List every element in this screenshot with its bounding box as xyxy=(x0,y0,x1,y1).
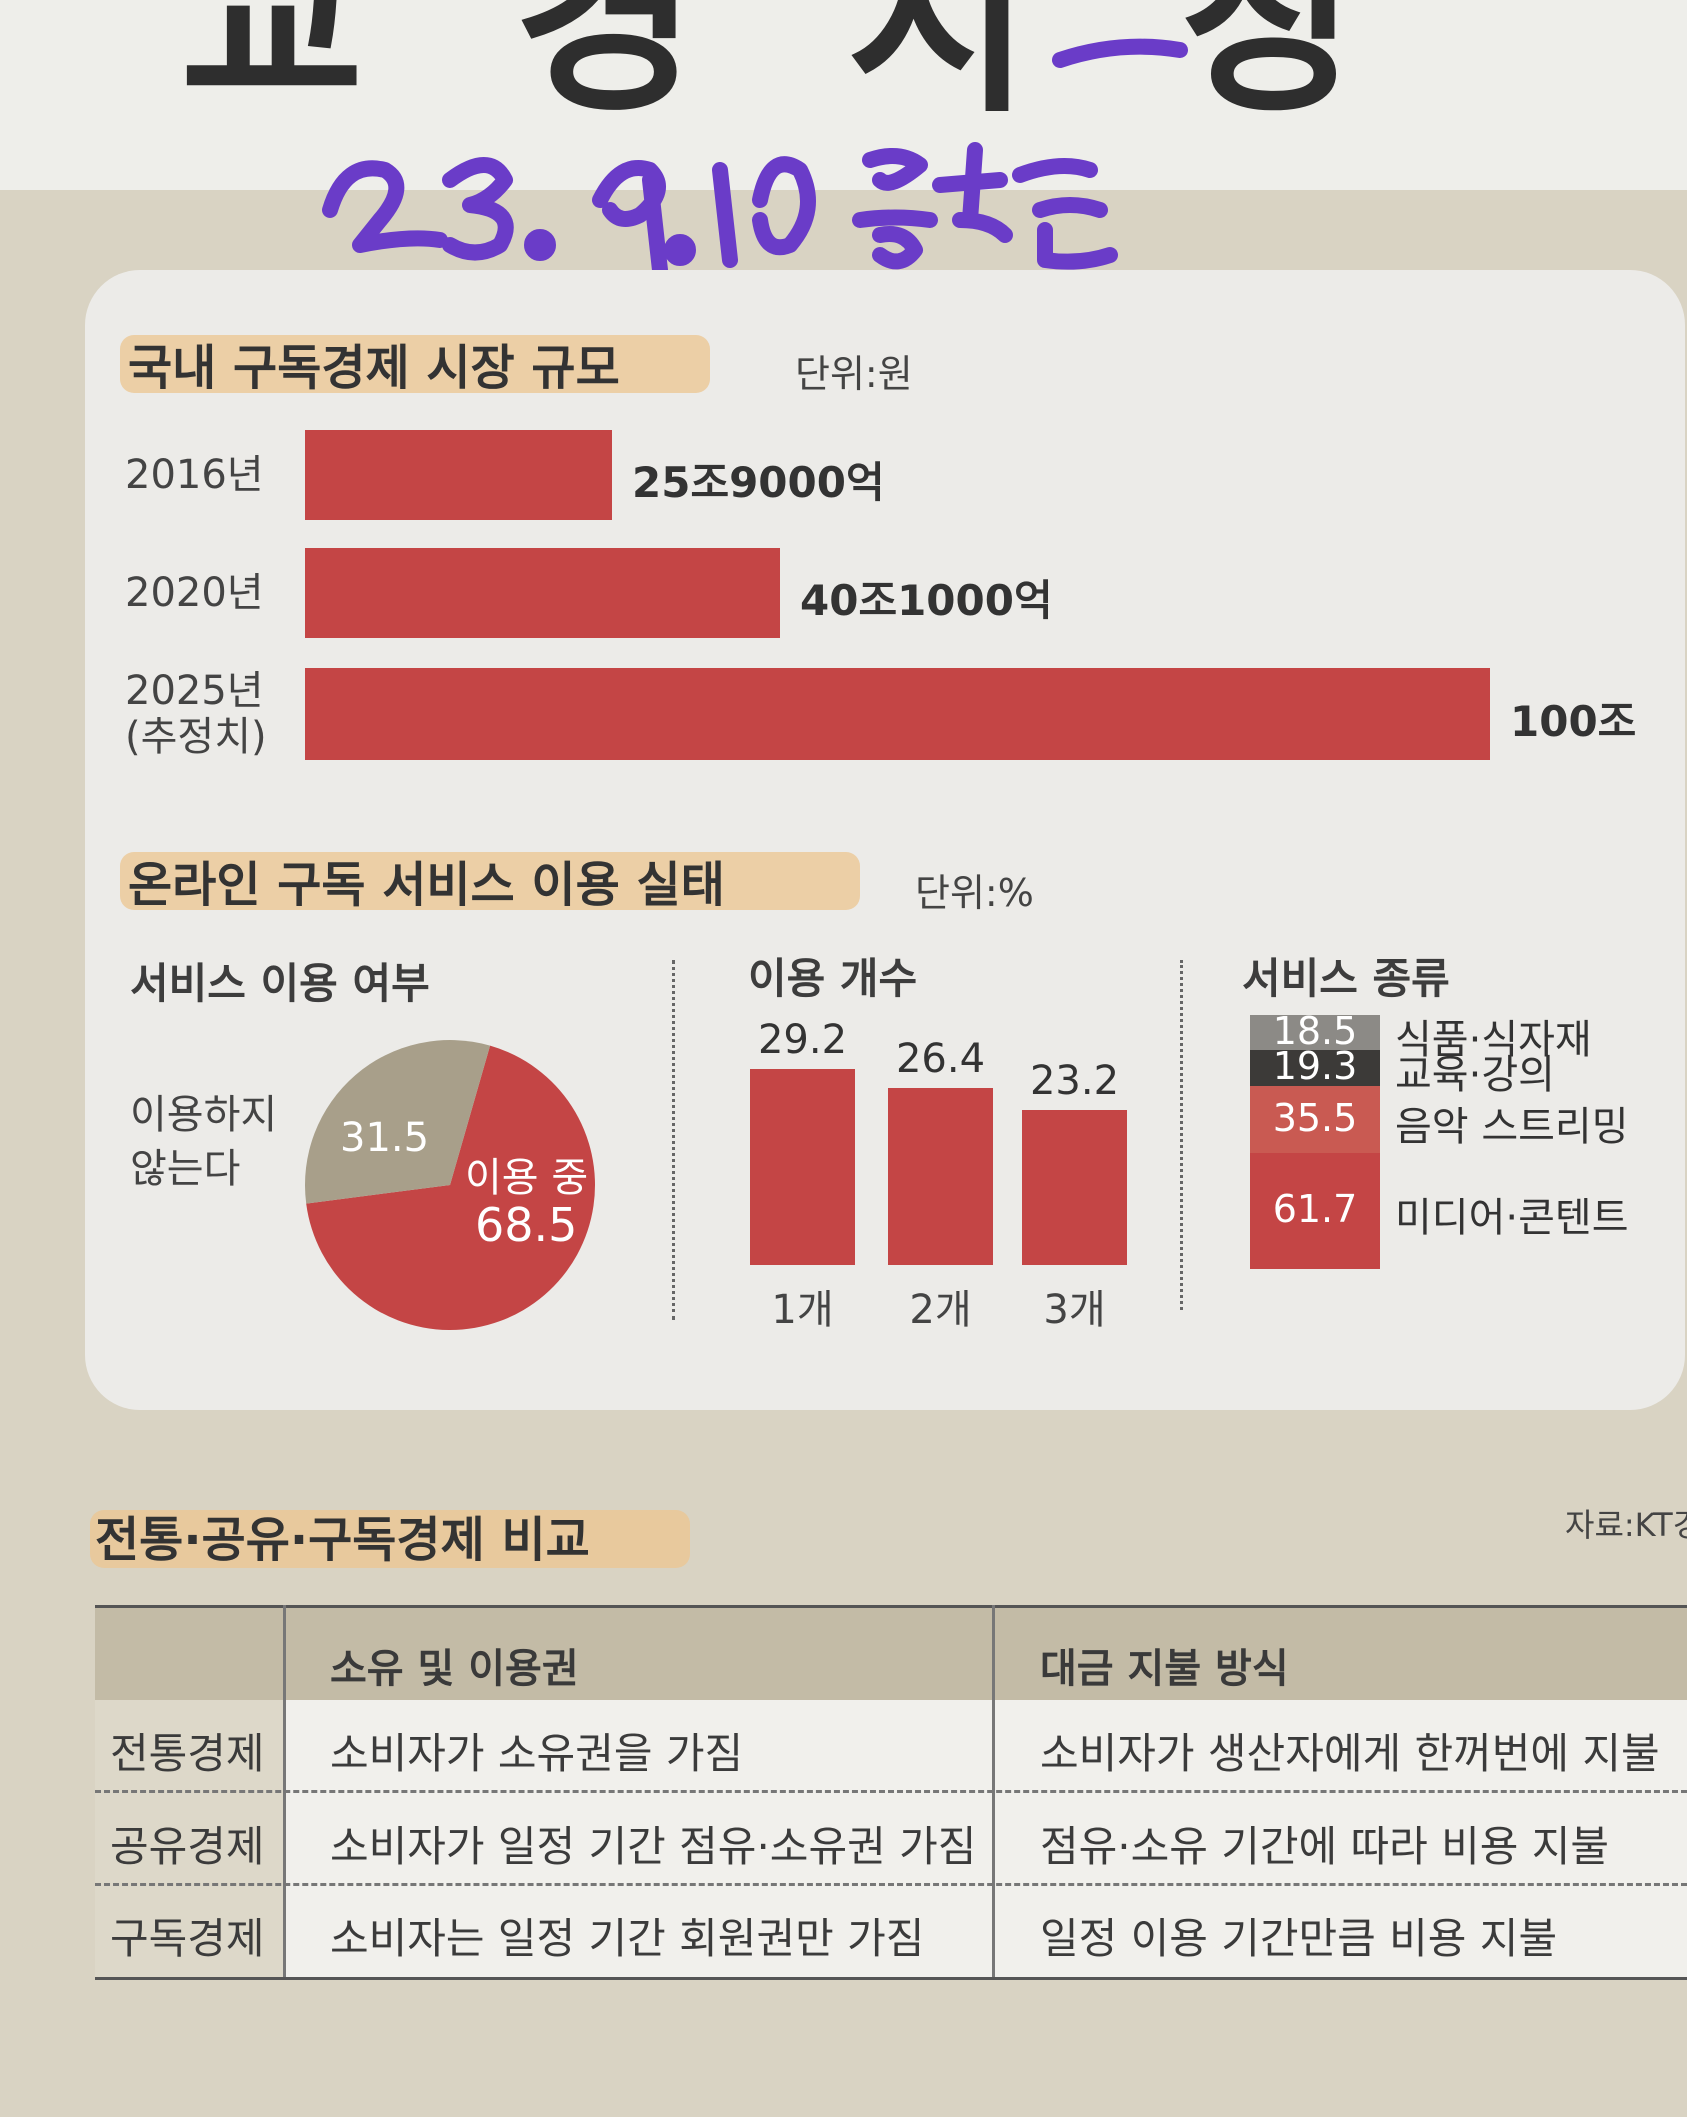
table-header-row: 소유 및 이용권 대금 지불 방식 xyxy=(95,1605,1687,1700)
header-ownership: 소유 및 이용권 xyxy=(330,1646,579,1692)
dotted-divider xyxy=(672,960,675,1320)
pie-slice xyxy=(305,1040,491,1204)
usage-subtitle: 서비스 이용 여부 xyxy=(130,959,430,1008)
pie-slice xyxy=(306,1045,595,1330)
pie-not-using-line: 이용하지 xyxy=(130,1092,278,1138)
market-size-title: 국내 구독경제 시장 규모 xyxy=(128,340,620,396)
header-payment: 대금 지불 방식 xyxy=(1040,1646,1289,1692)
service-type-value: 18.5 xyxy=(1272,1008,1358,1053)
category-line: 2016년 xyxy=(125,452,264,498)
pie-using-label: 이용 중 xyxy=(465,1155,589,1201)
usage-status-unit: 단위:% xyxy=(915,871,1034,915)
title-highlight xyxy=(120,335,710,393)
title-highlight xyxy=(120,852,860,910)
usage-pie-chart xyxy=(305,1040,595,1330)
comparison-table: 소유 및 이용권 대금 지불 방식 전통경제 소비자가 소유권을 가짐 소비자가… xyxy=(95,1605,1687,1980)
pie-using-value: 68.5 xyxy=(475,1198,578,1252)
market-size-value: 25조9000억 xyxy=(632,458,885,507)
count-bar xyxy=(888,1088,993,1265)
cropped-headline: 교 경 시 장 xyxy=(180,0,1405,140)
service-type-segment xyxy=(1250,1050,1380,1086)
market-size-value: 100조 xyxy=(1510,697,1637,746)
source-note: 자료:KT경 xyxy=(1565,1506,1687,1544)
count-bar-value: 26.4 xyxy=(895,1036,986,1082)
dotted-divider xyxy=(1180,960,1183,1310)
count-bar-category: 1개 xyxy=(771,1287,834,1333)
count-bar xyxy=(1022,1110,1127,1265)
count-bar-value: 23.2 xyxy=(1029,1058,1120,1104)
market-size-category: 2016년 xyxy=(125,452,264,498)
row-separator xyxy=(95,1790,1687,1793)
count-bar-category: 2개 xyxy=(909,1287,972,1333)
row-separator xyxy=(95,1883,1687,1886)
table-cell: 소비자가 소유권을 가짐 xyxy=(330,1729,744,1778)
table-row-label: 전통경제 xyxy=(110,1729,265,1778)
market-size-bar xyxy=(305,668,1490,760)
service-type-segment xyxy=(1250,1086,1380,1153)
newspaper-top-strip: 교 경 시 장 xyxy=(0,0,1687,190)
market-size-value: 40조1000억 xyxy=(800,576,1053,625)
table-cell: 소비자는 일정 기간 회원권만 가짐 xyxy=(330,1914,925,1963)
handwritten-date-signature xyxy=(322,38,1188,278)
service-type-label: 교육·강의 xyxy=(1395,1052,1555,1098)
service-type-label: 식품·식자재 xyxy=(1395,1016,1592,1063)
table-row-label: 구독경제 xyxy=(110,1914,265,1963)
service-type-value: 61.7 xyxy=(1272,1187,1358,1231)
market-size-category: 2025년 (추정치) xyxy=(125,668,267,760)
row-header-column xyxy=(95,1700,285,1977)
pie-not-using-label: 이용하지 않는다 xyxy=(130,1088,277,1196)
market-size-bar xyxy=(305,548,780,638)
usage-status-title: 온라인 구독 서비스 이용 실태 xyxy=(128,857,725,913)
count-bar-category: 3개 xyxy=(1043,1287,1106,1333)
category-line: 2025년 xyxy=(125,668,264,714)
count-bar-value: 29.2 xyxy=(757,1017,848,1063)
service-type-value: 19.3 xyxy=(1272,1044,1358,1088)
title-highlight xyxy=(90,1510,690,1568)
market-size-category: 2020년 xyxy=(125,570,264,616)
table-cell: 소비자가 일정 기간 점유·소유권 가짐 xyxy=(330,1822,977,1871)
table-cell: 점유·소유 기간에 따라 비용 지불 xyxy=(1040,1822,1610,1871)
category-line: (추정치) xyxy=(125,714,267,760)
pie-not-using-value: 31.5 xyxy=(340,1115,430,1161)
table-cell: 일정 이용 기간만큼 비용 지불 xyxy=(1040,1914,1558,1963)
category-line: 2020년 xyxy=(125,570,264,616)
table-bottom-rule xyxy=(95,1977,1687,1980)
type-subtitle: 서비스 종류 xyxy=(1242,954,1450,1003)
count-bar xyxy=(750,1069,855,1265)
market-size-bar xyxy=(305,430,612,520)
service-type-segment xyxy=(1250,1153,1380,1269)
table-row-label: 공유경제 xyxy=(110,1822,265,1871)
service-type-label: 미디어·콘텐트 xyxy=(1395,1195,1629,1241)
pie-not-using-line: 않는다 xyxy=(130,1146,241,1192)
service-type-label: 음악 스트리밍 xyxy=(1395,1103,1629,1150)
service-type-segment xyxy=(1250,1015,1380,1050)
count-subtitle: 이용 개수 xyxy=(748,954,918,1003)
table-cell: 소비자가 생산자에게 한꺼번에 지불 xyxy=(1040,1729,1660,1778)
table-body xyxy=(285,1700,1687,1977)
market-size-unit: 단위:원 xyxy=(795,352,913,396)
comparison-title: 전통·공유·구독경제 비교 xyxy=(95,1512,590,1568)
service-type-value: 35.5 xyxy=(1272,1095,1358,1140)
